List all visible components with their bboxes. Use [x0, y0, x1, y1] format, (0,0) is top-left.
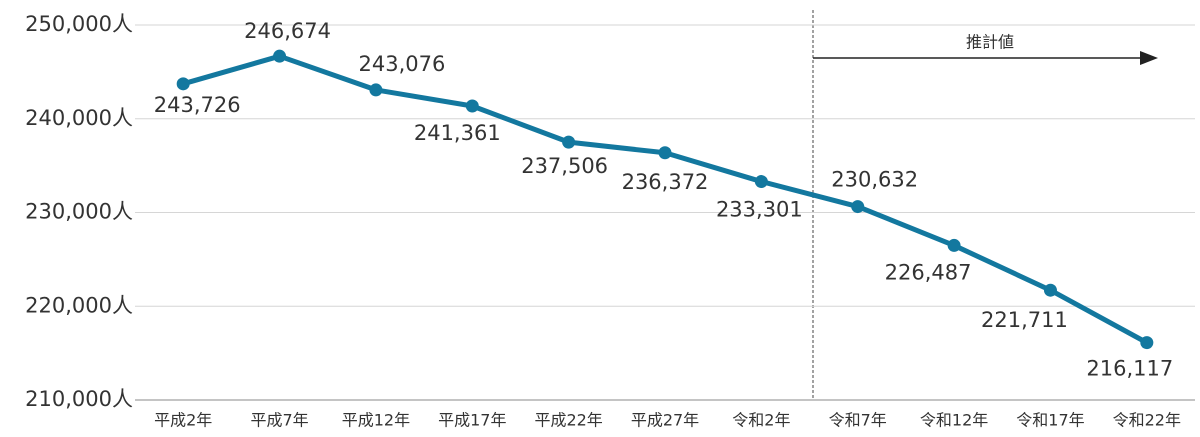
x-tick-label: 令和2年: [732, 411, 790, 430]
data-label: 246,674: [244, 19, 331, 43]
data-point: [273, 49, 287, 63]
y-tick-label: 210,000人: [25, 387, 133, 411]
data-point: [851, 200, 865, 214]
data-point: [176, 77, 190, 91]
y-tick-label: 240,000人: [25, 106, 133, 130]
y-tick-label: 230,000人: [25, 200, 133, 224]
data-label: 233,301: [716, 198, 803, 222]
x-tick-label: 平成12年: [342, 411, 410, 430]
x-tick-label: 令和22年: [1113, 411, 1181, 430]
series-line: [182, 53, 1149, 345]
data-label: 236,372: [622, 170, 709, 194]
x-tick-label: 平成22年: [534, 411, 602, 430]
x-tick-label: 令和7年: [829, 411, 887, 430]
x-tick-label: 令和12年: [920, 411, 988, 430]
x-tick-label: 令和17年: [1016, 411, 1084, 430]
x-tick-label: 平成7年: [250, 411, 308, 430]
x-tick-label: 平成27年: [631, 411, 699, 430]
data-label: 230,632: [831, 168, 918, 192]
data-point: [754, 175, 768, 189]
data-point: [947, 238, 961, 252]
data-label: 241,361: [414, 121, 501, 145]
y-tick-label: 250,000人: [25, 12, 133, 36]
data-label: 216,117: [1086, 357, 1173, 381]
data-label: 243,726: [154, 93, 241, 117]
data-point: [465, 99, 479, 113]
data-label: 237,506: [521, 154, 608, 178]
data-label: 226,487: [885, 260, 972, 284]
data-label: 243,076: [358, 52, 445, 76]
data-point: [1043, 283, 1057, 297]
x-tick-label: 平成17年: [438, 411, 506, 430]
forecast-label: 推計値: [966, 33, 1014, 52]
data-label: 221,711: [981, 308, 1068, 332]
data-point: [562, 135, 576, 149]
y-tick-label: 220,000人: [25, 293, 133, 317]
forecast-arrow-head: [1140, 51, 1158, 65]
data-point: [658, 146, 672, 160]
x-tick-label: 平成2年: [154, 411, 212, 430]
data-point: [369, 83, 383, 97]
data-point: [1140, 336, 1154, 350]
